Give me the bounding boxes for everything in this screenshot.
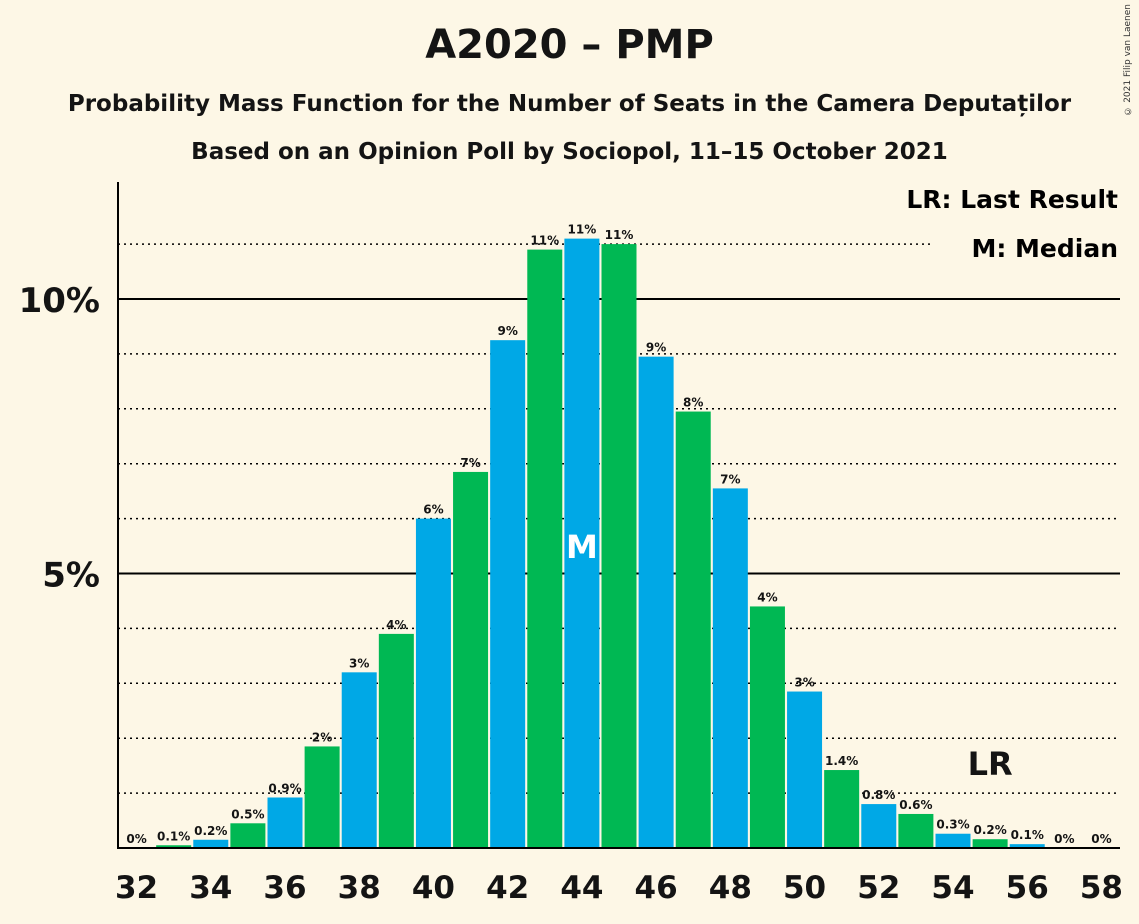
bar-37 [304, 746, 340, 848]
x-tick-label: 38 [338, 870, 381, 906]
bar-50 [787, 691, 823, 848]
x-tick-label: 56 [1006, 870, 1049, 906]
bar-43 [527, 249, 563, 849]
bar-47 [675, 411, 711, 848]
value-label-53: 0.6% [899, 798, 932, 812]
value-label-43: 11% [530, 234, 559, 248]
value-label-45: 11% [605, 228, 634, 242]
value-label-58: 0% [1091, 832, 1111, 846]
value-label-32: 0% [126, 832, 146, 846]
bar-56 [1009, 844, 1045, 848]
value-label-54: 0.3% [936, 818, 969, 832]
markers: M LR [566, 528, 1013, 783]
last-result-marker: LR [968, 745, 1013, 783]
bar-48 [712, 488, 748, 848]
value-label-44: 11% [568, 223, 597, 237]
bar-44 [564, 238, 600, 849]
bar-46 [638, 356, 674, 848]
value-label-39: 4% [386, 618, 406, 632]
value-label-47: 8% [683, 396, 703, 410]
x-tick-label: 52 [857, 870, 900, 906]
bar-35 [230, 823, 266, 848]
bar-38 [341, 672, 377, 848]
bar-39 [378, 633, 414, 848]
x-tick-label: 58 [1080, 870, 1123, 906]
x-tick-label: 50 [783, 870, 826, 906]
value-label-56: 0.1% [1011, 828, 1044, 842]
chart-subtitle: Probability Mass Function for the Number… [67, 91, 1072, 117]
x-tick-label: 40 [412, 870, 455, 906]
value-label-38: 3% [349, 656, 369, 670]
chart-subtitle-poll: Based on an Opinion Poll by Sociopol, 11… [191, 139, 948, 165]
bar-33 [156, 845, 192, 848]
x-tick-label: 36 [263, 870, 306, 906]
x-tick-label: 54 [931, 870, 974, 906]
legend: LR: Last Result M: Median [906, 182, 1122, 274]
value-label-46: 9% [646, 341, 666, 355]
value-label-42: 9% [497, 324, 517, 338]
bar-53 [898, 813, 934, 848]
value-label-48: 7% [720, 472, 740, 486]
value-label-49: 4% [757, 590, 777, 604]
chart-title: A2020 – PMP [425, 22, 714, 68]
bar-45 [601, 244, 637, 849]
bar-42 [490, 340, 526, 848]
value-label-33: 0.1% [157, 829, 190, 843]
value-label-55: 0.2% [973, 823, 1006, 837]
bar-34 [193, 839, 229, 848]
legend-median: M: Median [971, 234, 1118, 263]
x-tick-label: 34 [189, 870, 232, 906]
bar-52 [861, 804, 897, 848]
bar-51 [824, 770, 860, 848]
bar-49 [749, 606, 785, 848]
x-tick-label: 48 [709, 870, 752, 906]
tick-labels: 32 34 36 38 40 42 44 46 48 50 52 54 56 58 5% 10% [19, 281, 1123, 906]
value-label-50: 3% [794, 676, 814, 690]
value-label-51: 1.4% [825, 754, 858, 768]
bar-55 [972, 839, 1008, 848]
bar-41 [453, 471, 489, 848]
value-label-41: 7% [460, 456, 480, 470]
median-marker: M [566, 528, 598, 566]
value-labels: 0% 0.1% 0.2% 0.5% 0.9% 2% 3% 4% 6% 7% 9% 11% 11% 11% 9… [126, 223, 1111, 846]
value-label-35: 0.5% [231, 807, 264, 821]
x-tick-label: 44 [560, 870, 603, 906]
value-label-57: 0% [1054, 832, 1074, 846]
x-tick-label: 42 [486, 870, 529, 906]
bar-36 [267, 797, 303, 848]
value-label-40: 6% [423, 503, 443, 517]
bars [156, 238, 1045, 849]
value-label-36: 0.9% [268, 781, 301, 795]
value-label-52: 0.8% [862, 788, 895, 802]
bar-40 [415, 518, 451, 848]
value-label-34: 0.2% [194, 824, 227, 838]
y-tick-label: 5% [42, 556, 100, 596]
value-label-37: 2% [312, 730, 332, 744]
y-tick-label: 10% [19, 281, 100, 321]
legend-last-result: LR: Last Result [906, 185, 1118, 214]
x-tick-label: 46 [635, 870, 678, 906]
x-tick-label: 32 [115, 870, 158, 906]
bar-54 [935, 833, 971, 848]
axes [117, 182, 1120, 849]
